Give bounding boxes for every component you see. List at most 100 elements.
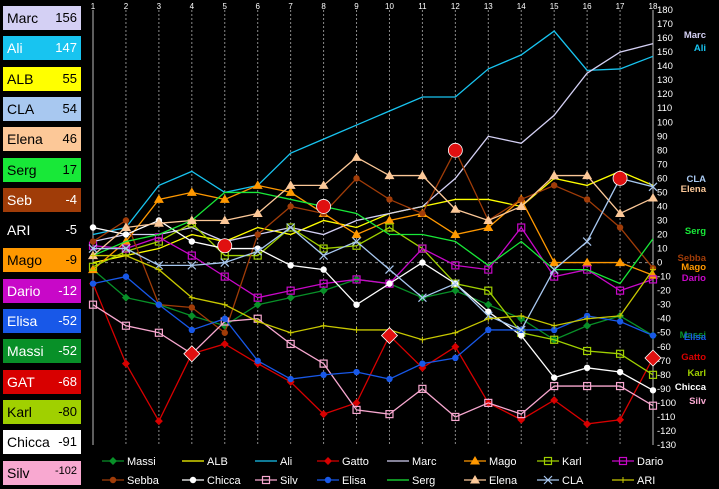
x-tick-label: 8 — [321, 2, 326, 11]
data-point — [419, 259, 426, 266]
data-point — [384, 170, 395, 180]
legend-label: Gatto — [342, 456, 369, 468]
series-line — [92, 43, 654, 243]
y-tick-label: -110 — [657, 412, 675, 423]
data-point — [351, 152, 362, 161]
player-score: -52 — [58, 343, 77, 359]
data-point — [154, 417, 163, 426]
data-point — [419, 210, 426, 217]
y-tick-label: 60 — [657, 173, 668, 184]
end-label: Serg — [685, 226, 706, 237]
end-label: Gatto — [681, 352, 706, 363]
y-tick-label: 30 — [657, 215, 668, 226]
series-line — [92, 191, 654, 285]
legend-swatch-marker — [543, 475, 553, 485]
data-point — [121, 321, 131, 330]
x-tick-label: 14 — [517, 2, 526, 11]
data-point — [219, 215, 230, 224]
data-point — [287, 262, 294, 269]
series-line — [92, 226, 654, 299]
data-point — [615, 381, 625, 391]
y-tick-label: -130 — [657, 440, 676, 451]
series-line — [92, 156, 654, 257]
data-point — [484, 286, 493, 295]
player-score: 46 — [62, 131, 77, 147]
data-point — [351, 229, 362, 239]
x-tick-label: 3 — [157, 2, 162, 11]
data-point — [286, 339, 295, 349]
data-point — [89, 280, 97, 287]
data-point — [484, 398, 493, 408]
legend-swatch-marker — [618, 456, 628, 466]
legend-label: Marc — [412, 456, 437, 468]
data-point — [221, 329, 228, 336]
series-line — [92, 148, 654, 334]
y-tick-label: -20 — [657, 286, 671, 297]
data-point — [615, 208, 626, 217]
highlight-marker — [447, 142, 463, 158]
data-point — [253, 300, 262, 309]
data-point — [187, 311, 196, 320]
data-point — [484, 300, 493, 309]
data-point — [452, 354, 459, 362]
end-label: Marc — [684, 30, 706, 41]
x-tick-label: 12 — [451, 2, 460, 11]
player-name: Dario — [7, 282, 41, 299]
data-point — [121, 244, 131, 253]
data-point — [188, 238, 196, 245]
data-point — [451, 412, 460, 422]
y-tick-label: 50 — [657, 187, 668, 198]
leaderboard-row: Serg 17 — [2, 156, 82, 183]
data-point — [89, 224, 97, 231]
data-point — [352, 398, 361, 407]
legend-label: Sebba — [127, 475, 160, 487]
x-tick-label: 15 — [550, 2, 559, 11]
y-tick-label: 170 — [657, 19, 673, 30]
data-point — [550, 182, 558, 189]
y-tick-label: 160 — [657, 33, 673, 44]
data-point — [120, 222, 131, 231]
data-point — [582, 257, 593, 267]
leaderboard-row: CLA 54 — [2, 95, 82, 122]
data-point — [483, 222, 494, 231]
leaderboard-row: ARI -5 — [2, 217, 82, 244]
leaderboard-row: ALB 55 — [2, 65, 82, 92]
data-point — [320, 266, 327, 273]
standings-line-chart: 1 2 3 4 5 6 7 8 9 10 11 12 13 14 15 16 17 18-130-120-110-… — [88, 2, 707, 487]
data-point — [648, 275, 658, 284]
player-name: ARI — [7, 222, 31, 239]
data-point — [649, 387, 657, 394]
y-tick-label: -90 — [657, 384, 671, 395]
legend-label: Chicca — [207, 475, 242, 487]
data-point — [615, 257, 626, 267]
leaderboard-panel: Marc 156 Ali 147 ALB 55 CLA 54 Elena 46 Serg 17 Seb -… — [0, 0, 83, 489]
data-point — [485, 308, 492, 315]
x-tick-label: 13 — [484, 2, 493, 11]
data-point — [450, 204, 461, 213]
legend-swatch-marker — [109, 476, 117, 484]
player-name: Elisa — [7, 313, 38, 329]
y-tick-label: 10 — [657, 244, 668, 255]
data-point — [154, 328, 163, 337]
series-line — [93, 177, 654, 331]
y-tick-label: -100 — [657, 398, 676, 409]
data-point — [583, 321, 592, 330]
leaderboard-row: Ali 147 — [2, 35, 82, 62]
data-point — [549, 257, 560, 267]
data-point — [550, 326, 558, 334]
data-point — [187, 260, 197, 270]
x-tick-label: 9 — [354, 2, 359, 11]
y-tick-label: -60 — [657, 342, 671, 353]
legend-swatch-marker — [324, 476, 332, 484]
legend-label: Silv — [280, 475, 298, 487]
data-point — [286, 223, 296, 232]
player-name: ALB — [7, 70, 34, 87]
data-point — [319, 286, 328, 295]
legend-label: ALB — [207, 456, 228, 468]
data-point — [549, 265, 559, 275]
legend-label: Elena — [489, 475, 518, 487]
data-point — [385, 279, 394, 288]
data-point — [385, 265, 394, 275]
data-point — [352, 405, 361, 415]
player-score: -9 — [65, 252, 77, 268]
